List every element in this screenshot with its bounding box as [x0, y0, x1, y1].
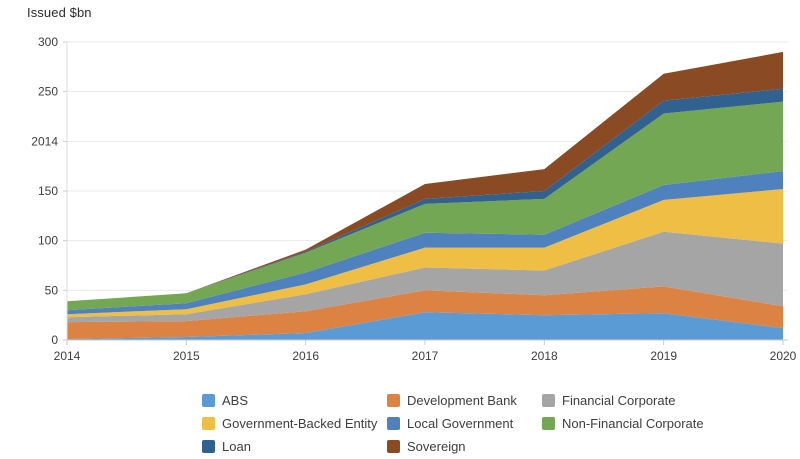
- legend-label: Local Government: [407, 415, 514, 431]
- legend-item-local-government: Local Government: [387, 415, 542, 431]
- legend-swatch-government-backed-entity: [202, 416, 215, 430]
- x-tick-label: 2016: [292, 349, 319, 363]
- legend-label: Financial Corporate: [562, 392, 676, 408]
- x-tick-label: 2018: [531, 349, 558, 363]
- y-tick-label: 0: [51, 333, 58, 347]
- x-tick-label: 2014: [54, 349, 81, 363]
- area-sovereign: [67, 51, 783, 302]
- area-development-bank: [67, 286, 783, 339]
- legend-label: Loan: [222, 438, 251, 454]
- y-tick-label: 2014: [31, 134, 58, 148]
- legend-swatch-financial-corporate: [542, 393, 555, 407]
- legend-label: Non-Financial Corporate: [562, 415, 704, 431]
- legend-swatch-sovereign: [387, 439, 400, 453]
- y-tick-label: 150: [38, 184, 58, 198]
- area-abs: [67, 312, 783, 340]
- legend-swatch-loan: [202, 439, 215, 453]
- legend-item-government-backed-entity: Government-Backed Entity: [202, 415, 387, 431]
- y-tick-label: 50: [45, 283, 59, 297]
- legend-swatch-local-government: [387, 416, 400, 430]
- legend-label: Sovereign: [407, 438, 466, 454]
- legend-item-abs: ABS: [202, 392, 387, 408]
- legend-label: ABS: [222, 392, 249, 408]
- x-tick-label: 2017: [412, 349, 439, 363]
- area-local-government: [67, 171, 783, 315]
- y-axis-unit-label: Issued $bn: [27, 5, 92, 20]
- area-non-financial-corporate: [67, 101, 783, 311]
- chart-canvas: 0 50 100 150 2014 250 300 2014 2015 2016 2017 2018 2…: [31, 35, 797, 363]
- legend-item-loan: Loan: [202, 438, 387, 454]
- legend-swatch-non-financial-corporate: [542, 416, 555, 430]
- legend-item-sovereign: Sovereign: [387, 438, 542, 454]
- legend-swatch-abs: [202, 393, 215, 407]
- legend-item-non-financial-corporate: Non-Financial Corporate: [542, 415, 704, 431]
- y-tick-label: 250: [38, 85, 58, 99]
- area-financial-corporate: [67, 231, 783, 323]
- chart-legend: ABS Development Bank Financial Corporate Go…: [202, 392, 704, 454]
- x-tick-label: 2015: [173, 349, 200, 363]
- legend-item-financial-corporate: Financial Corporate: [542, 392, 704, 408]
- legend-swatch-development-bank: [387, 393, 400, 407]
- y-tick-label: 100: [38, 234, 58, 248]
- area-government-backed-entity: [67, 189, 783, 318]
- legend-label: Government-Backed Entity: [222, 415, 378, 431]
- x-tick-label: 2019: [650, 349, 677, 363]
- x-tick-label: 2020: [770, 349, 797, 363]
- legend-item-development-bank: Development Bank: [387, 392, 542, 408]
- y-tick-label: 300: [38, 35, 58, 49]
- legend-label: Development Bank: [407, 392, 517, 408]
